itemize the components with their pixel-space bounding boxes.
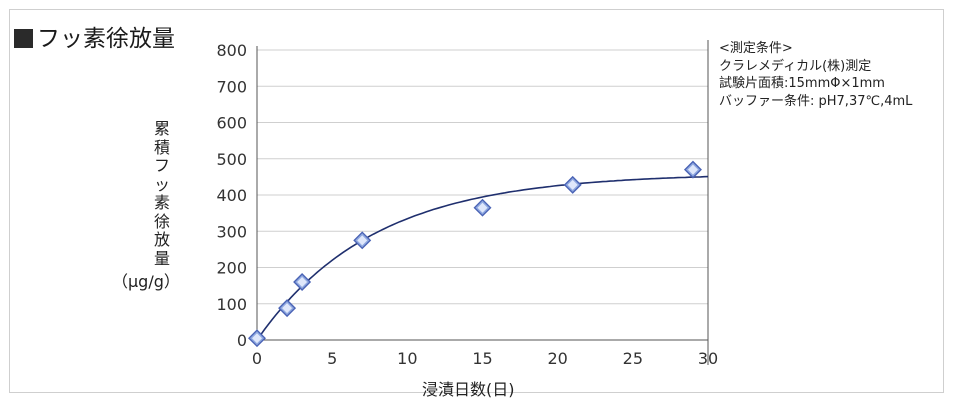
- y-axis-label-char: ッ: [153, 174, 170, 194]
- y-axis-label-char: 素: [153, 193, 170, 212]
- x-tick-label: 25: [623, 349, 643, 368]
- y-tick-label: 0: [237, 331, 247, 350]
- data-point-highlight: [687, 164, 698, 175]
- y-axis-label-char: 放: [153, 230, 170, 249]
- measurement-conditions: <測定条件> クラレメディカル(株)測定 試験片面積:15mmΦ×1mm バッフ…: [719, 40, 912, 110]
- data-point-highlight: [567, 179, 578, 190]
- x-tick-label: 0: [252, 349, 262, 368]
- y-tick-label: 400: [216, 186, 247, 205]
- y-tick-label: 100: [216, 295, 247, 314]
- x-tick-label: 10: [397, 349, 417, 368]
- conditions-line: 試験片面積:15mmΦ×1mm: [719, 76, 885, 91]
- data-point-highlight: [477, 202, 488, 213]
- y-tick-label: 200: [216, 259, 247, 278]
- conditions-heading: <測定条件>: [719, 41, 793, 56]
- figure-frame: [9, 9, 944, 393]
- x-axis-label: 浸漬日数(日): [422, 380, 515, 399]
- y-axis-label-char: 累: [153, 119, 170, 138]
- y-axis-label-char: 積: [153, 137, 170, 157]
- chart-title-text: フッ素徐放量: [37, 26, 175, 52]
- data-point-highlight: [297, 277, 308, 287]
- y-axis-label-char: フ: [153, 156, 170, 175]
- chart-title: フッ素徐放量: [14, 19, 175, 53]
- title-square-icon: [14, 29, 33, 48]
- y-axis-label-char: 徐: [153, 211, 170, 231]
- y-axis-label: 累積フッ素徐放量: [152, 119, 172, 268]
- y-tick-label: 800: [216, 41, 247, 60]
- y-tick-label: 300: [216, 222, 247, 241]
- y-tick-label: 600: [216, 114, 247, 133]
- x-tick-label: 30: [698, 349, 718, 368]
- x-tick-label: 5: [327, 349, 337, 368]
- x-tick-label: 20: [547, 349, 567, 368]
- x-tick-label: 15: [472, 349, 492, 368]
- y-axis-unit: （μg/g）: [112, 272, 180, 291]
- data-point-highlight: [282, 303, 293, 314]
- trend-curve: [256, 175, 709, 341]
- y-tick-label: 500: [216, 150, 247, 169]
- data-point-highlight: [252, 333, 262, 344]
- y-tick-label: 700: [216, 77, 247, 96]
- y-axis-label-char: 量: [153, 248, 170, 268]
- data-point-highlight: [357, 235, 368, 246]
- conditions-line: バッファー条件: pH7,37℃,4mL: [719, 93, 913, 109]
- conditions-line: クラレメディカル(株)測定: [719, 58, 872, 74]
